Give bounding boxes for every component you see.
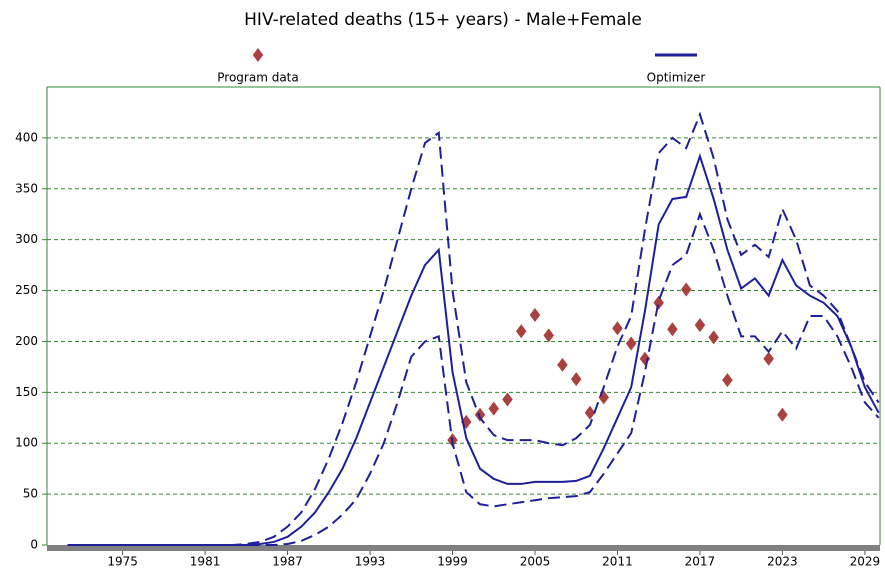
data-point [694,318,706,333]
legend-marker [252,48,264,62]
data-point [557,357,568,372]
data-point [680,282,692,297]
x-tick-label: 1993 [355,555,386,569]
data-point [474,407,486,422]
data-point [543,328,554,343]
data-point [639,351,651,366]
legend-label: Optimizer [647,71,706,85]
y-tick-label: 250 [15,283,38,297]
series-line [67,153,880,546]
y-tick-label: 350 [15,181,38,195]
bound-line [67,111,880,546]
x-tick-label: 1981 [190,555,221,569]
x-tick-label: 1975 [107,555,138,569]
data-point [502,392,513,407]
data-point [708,330,719,345]
data-point [612,321,623,336]
data-point [570,372,582,387]
x-tick-label: 2023 [767,555,798,569]
data-point [653,295,664,310]
data-point [667,322,678,337]
data-point [584,405,596,420]
x-tick-label: 1987 [272,555,303,569]
y-tick-label: 150 [15,385,38,399]
x-tick-label: 2017 [685,555,716,569]
x-tick-label: 2029 [850,555,881,569]
x-tick-label: 1999 [437,555,468,569]
x-axis-bar [47,545,880,551]
y-tick-label: 100 [15,436,38,450]
legend-label: Program data [217,71,298,85]
x-tick-label: 2005 [520,555,551,569]
bound-line [67,211,880,546]
x-tick-label: 2011 [602,555,633,569]
y-tick-label: 300 [15,232,38,246]
data-point [722,373,733,388]
data-point [529,307,541,322]
data-point [515,324,527,339]
data-point [763,351,774,366]
y-tick-label: 50 [23,487,38,501]
chart-title: HIV-related deaths (15+ years) - Male+Fe… [244,10,642,30]
data-point [488,401,499,416]
y-tick-label: 200 [15,334,38,348]
data-point [625,336,637,351]
data-point [777,407,788,422]
y-tick-label: 400 [15,130,38,144]
y-tick-label: 0 [30,538,38,552]
